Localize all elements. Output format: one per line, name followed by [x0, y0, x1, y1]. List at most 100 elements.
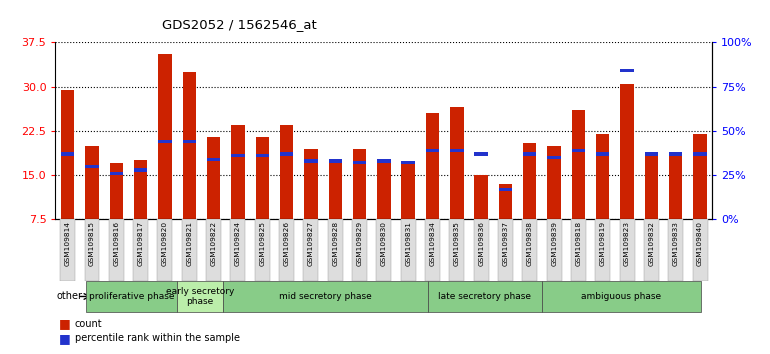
Bar: [353, 149, 367, 219]
FancyBboxPatch shape: [255, 219, 270, 281]
Text: count: count: [75, 319, 102, 329]
Bar: [134, 168, 147, 172]
FancyBboxPatch shape: [547, 219, 561, 281]
Text: GSM109837: GSM109837: [503, 221, 508, 266]
Bar: [158, 54, 172, 219]
Bar: [256, 137, 269, 219]
Text: ■: ■: [59, 318, 71, 330]
FancyBboxPatch shape: [109, 219, 124, 281]
FancyBboxPatch shape: [522, 219, 537, 281]
Text: GSM109822: GSM109822: [210, 221, 216, 267]
Bar: [182, 72, 196, 219]
Text: GSM109821: GSM109821: [186, 221, 192, 267]
Bar: [61, 152, 74, 156]
Bar: [450, 107, 464, 219]
FancyBboxPatch shape: [498, 219, 513, 281]
Text: GSM109815: GSM109815: [89, 221, 95, 266]
Bar: [499, 188, 512, 191]
Bar: [109, 172, 123, 175]
Bar: [61, 90, 74, 219]
Text: GSM109831: GSM109831: [405, 221, 411, 266]
Bar: [280, 152, 293, 156]
FancyBboxPatch shape: [85, 219, 99, 281]
FancyBboxPatch shape: [133, 219, 148, 281]
Bar: [182, 140, 196, 143]
Bar: [426, 149, 439, 152]
Bar: [329, 159, 342, 163]
FancyBboxPatch shape: [668, 219, 683, 281]
Bar: [377, 159, 390, 163]
Text: early secretory
phase: early secretory phase: [166, 287, 234, 306]
Bar: [474, 152, 488, 156]
Text: GSM109826: GSM109826: [283, 221, 290, 266]
FancyBboxPatch shape: [279, 219, 294, 281]
Bar: [280, 125, 293, 219]
Text: GSM109832: GSM109832: [648, 221, 654, 266]
FancyBboxPatch shape: [474, 219, 489, 281]
FancyBboxPatch shape: [400, 219, 416, 281]
Text: mid secretory phase: mid secretory phase: [279, 292, 372, 301]
Bar: [109, 164, 123, 219]
Bar: [207, 137, 220, 219]
Bar: [499, 184, 512, 219]
Text: GSM109830: GSM109830: [381, 221, 387, 266]
Bar: [231, 125, 245, 219]
FancyBboxPatch shape: [60, 219, 75, 281]
FancyBboxPatch shape: [182, 219, 196, 281]
Bar: [694, 134, 707, 219]
Bar: [85, 165, 99, 168]
Bar: [523, 143, 537, 219]
Text: GSM109829: GSM109829: [357, 221, 363, 267]
Text: GSM109824: GSM109824: [235, 221, 241, 266]
Bar: [134, 160, 147, 219]
FancyBboxPatch shape: [693, 219, 708, 281]
Bar: [158, 140, 172, 143]
Text: GSM109828: GSM109828: [332, 221, 338, 267]
Text: GSM109819: GSM109819: [600, 221, 606, 267]
FancyBboxPatch shape: [595, 219, 610, 281]
FancyBboxPatch shape: [352, 219, 367, 281]
Bar: [256, 154, 269, 158]
Text: GSM109820: GSM109820: [162, 221, 168, 267]
FancyBboxPatch shape: [328, 219, 343, 281]
Bar: [621, 84, 634, 219]
Text: other: other: [56, 291, 82, 302]
Bar: [669, 152, 682, 156]
Bar: [401, 164, 415, 219]
FancyBboxPatch shape: [425, 219, 440, 281]
Text: GSM109814: GSM109814: [65, 221, 71, 266]
Bar: [304, 159, 317, 163]
Bar: [621, 69, 634, 73]
FancyBboxPatch shape: [377, 219, 391, 281]
Bar: [207, 158, 220, 161]
Bar: [547, 146, 561, 219]
FancyBboxPatch shape: [450, 219, 464, 281]
Text: percentile rank within the sample: percentile rank within the sample: [75, 333, 239, 343]
Bar: [377, 160, 390, 219]
Bar: [596, 134, 610, 219]
Text: proliferative phase: proliferative phase: [89, 292, 175, 301]
Bar: [401, 161, 415, 165]
FancyBboxPatch shape: [158, 219, 172, 281]
Bar: [474, 175, 488, 219]
FancyBboxPatch shape: [644, 219, 659, 281]
Bar: [231, 154, 245, 158]
Bar: [304, 149, 317, 219]
Text: GSM109835: GSM109835: [454, 221, 460, 266]
Bar: [426, 113, 439, 219]
Text: ■: ■: [59, 332, 71, 344]
Bar: [523, 152, 537, 156]
Bar: [329, 164, 342, 219]
Bar: [547, 156, 561, 159]
Bar: [450, 149, 464, 152]
Bar: [669, 155, 682, 219]
Text: GSM109834: GSM109834: [430, 221, 436, 266]
Text: GSM109827: GSM109827: [308, 221, 314, 267]
Text: GSM109817: GSM109817: [138, 221, 143, 267]
Text: GSM109833: GSM109833: [673, 221, 679, 266]
Bar: [694, 152, 707, 156]
Bar: [596, 152, 610, 156]
Bar: [353, 161, 367, 165]
Text: late secretory phase: late secretory phase: [438, 292, 531, 301]
Text: GSM109818: GSM109818: [575, 221, 581, 267]
